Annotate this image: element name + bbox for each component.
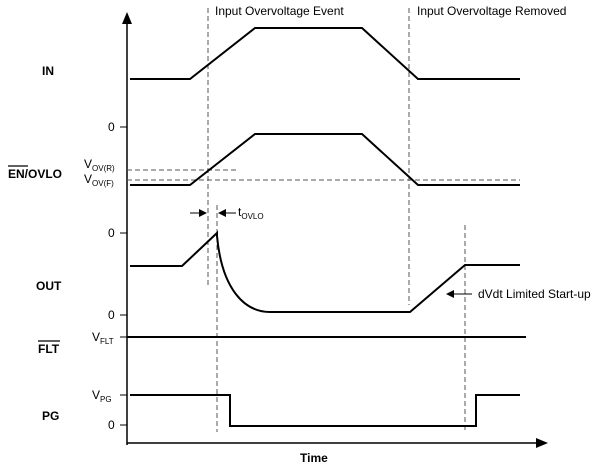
level-vov-f: VOV(F): [84, 172, 114, 188]
signal-label-in: IN: [42, 64, 54, 78]
x-axis-arrow: [536, 438, 548, 448]
waveform-in: [130, 27, 520, 80]
signal-label-en-ovlo: EN/OVLO: [8, 167, 62, 181]
signal-label-pg: PG: [42, 409, 59, 423]
x-axis-label: Time: [300, 451, 328, 465]
tovlo-label: tOVLO: [238, 205, 264, 221]
level-zero-out: 0: [108, 226, 115, 240]
level-zero-en: 0: [108, 120, 115, 134]
waveform-out: [130, 230, 520, 313]
y-axis-arrow: [122, 12, 132, 24]
level-vflt: VFLT: [92, 330, 114, 346]
signal-label-out: OUT: [36, 279, 62, 293]
level-zero-pg: 0: [108, 418, 115, 432]
level-vpg: VPG: [92, 388, 112, 404]
level-vov-r: VOV(R): [84, 157, 115, 173]
waveform-en-ovlo: [130, 133, 520, 186]
level-zero-out-low: 0: [108, 308, 115, 322]
waveform-pg: [130, 394, 520, 427]
dvdt-label: dVdt Limited Start-up: [478, 287, 591, 301]
event-overvoltage-label: Input Overvoltage Event: [215, 4, 344, 18]
event-removed-label: Input Overvoltage Removed: [417, 4, 566, 18]
signal-label-flt: FLT: [38, 342, 60, 356]
